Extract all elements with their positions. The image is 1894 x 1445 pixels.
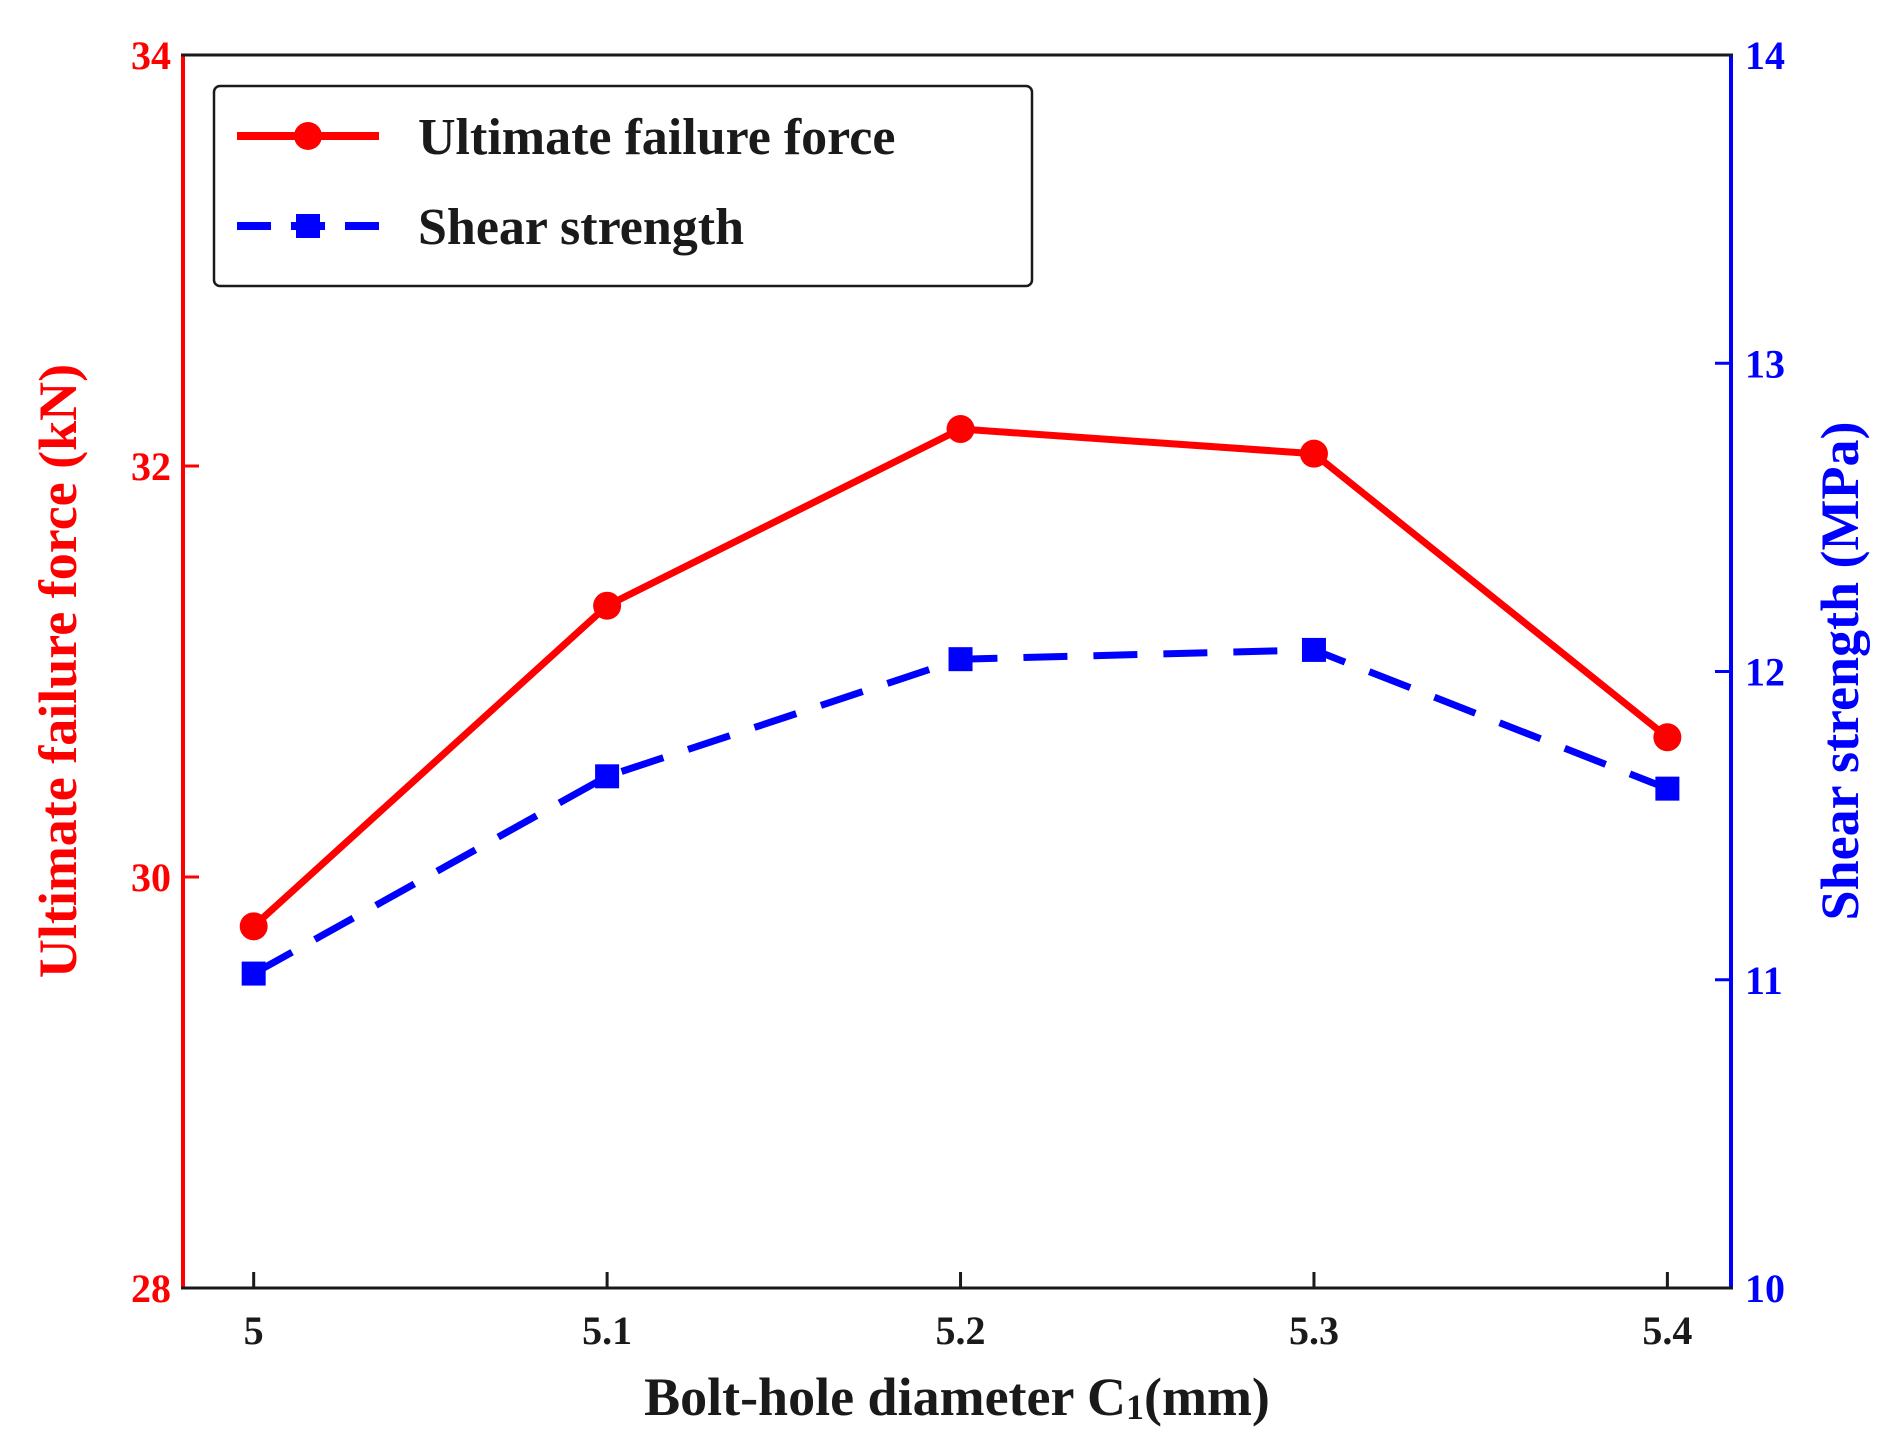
data-point-shear (1301, 637, 1326, 662)
right-y-axis-label: Shear strength (MPa) (1810, 422, 1870, 921)
right-y-tick-label: 10 (1745, 1266, 1785, 1311)
left-y-tick-label: 32 (131, 444, 171, 489)
legend-box (212, 84, 1034, 288)
x-tick-label: 5.2 (936, 1308, 986, 1353)
data-point-force (1299, 439, 1328, 468)
markers-layer (239, 415, 1682, 986)
data-point-force (946, 415, 975, 444)
right-y-tick-label: 13 (1745, 341, 1785, 386)
series-line-shear (251, 646, 1669, 977)
data-point-shear (1655, 776, 1680, 801)
left-y-tick-label: 30 (131, 855, 171, 900)
data-point-force (1653, 723, 1682, 752)
x-tick-label: 5.1 (582, 1308, 632, 1353)
left-y-axis-label: Ultimate failure force (kN) (28, 364, 88, 978)
data-point-shear (241, 961, 266, 986)
lines-layer (251, 425, 1670, 977)
data-point-force (593, 591, 622, 620)
legend: Ultimate failure force Shear strength (212, 84, 1034, 288)
legend-marker-force (294, 122, 322, 150)
data-point-shear (595, 764, 620, 789)
right-y-tick-label: 11 (1745, 958, 1783, 1003)
x-axis-label: Bolt-hole diameter C1(mm) (644, 1367, 1270, 1427)
legend-label-force: Ultimate failure force (418, 109, 895, 166)
legend-marker-shear (296, 214, 320, 238)
right-y-tick-label: 12 (1745, 650, 1785, 695)
right-y-tick-label: 14 (1745, 33, 1785, 78)
x-tick-label: 5 (244, 1308, 264, 1353)
data-point-shear (948, 647, 973, 672)
legend-label-shear: Shear strength (418, 199, 744, 256)
data-point-force (239, 912, 268, 941)
ticks-layer: 5 5.1 5.2 5.3 5.4 28 30 32 34 10 11 12 13 14 (131, 33, 1785, 1353)
x-tick-label: 5.4 (1642, 1308, 1692, 1353)
left-y-tick-label: 34 (131, 33, 171, 78)
left-y-tick-label: 28 (131, 1266, 171, 1311)
x-tick-label: 5.3 (1289, 1308, 1339, 1353)
